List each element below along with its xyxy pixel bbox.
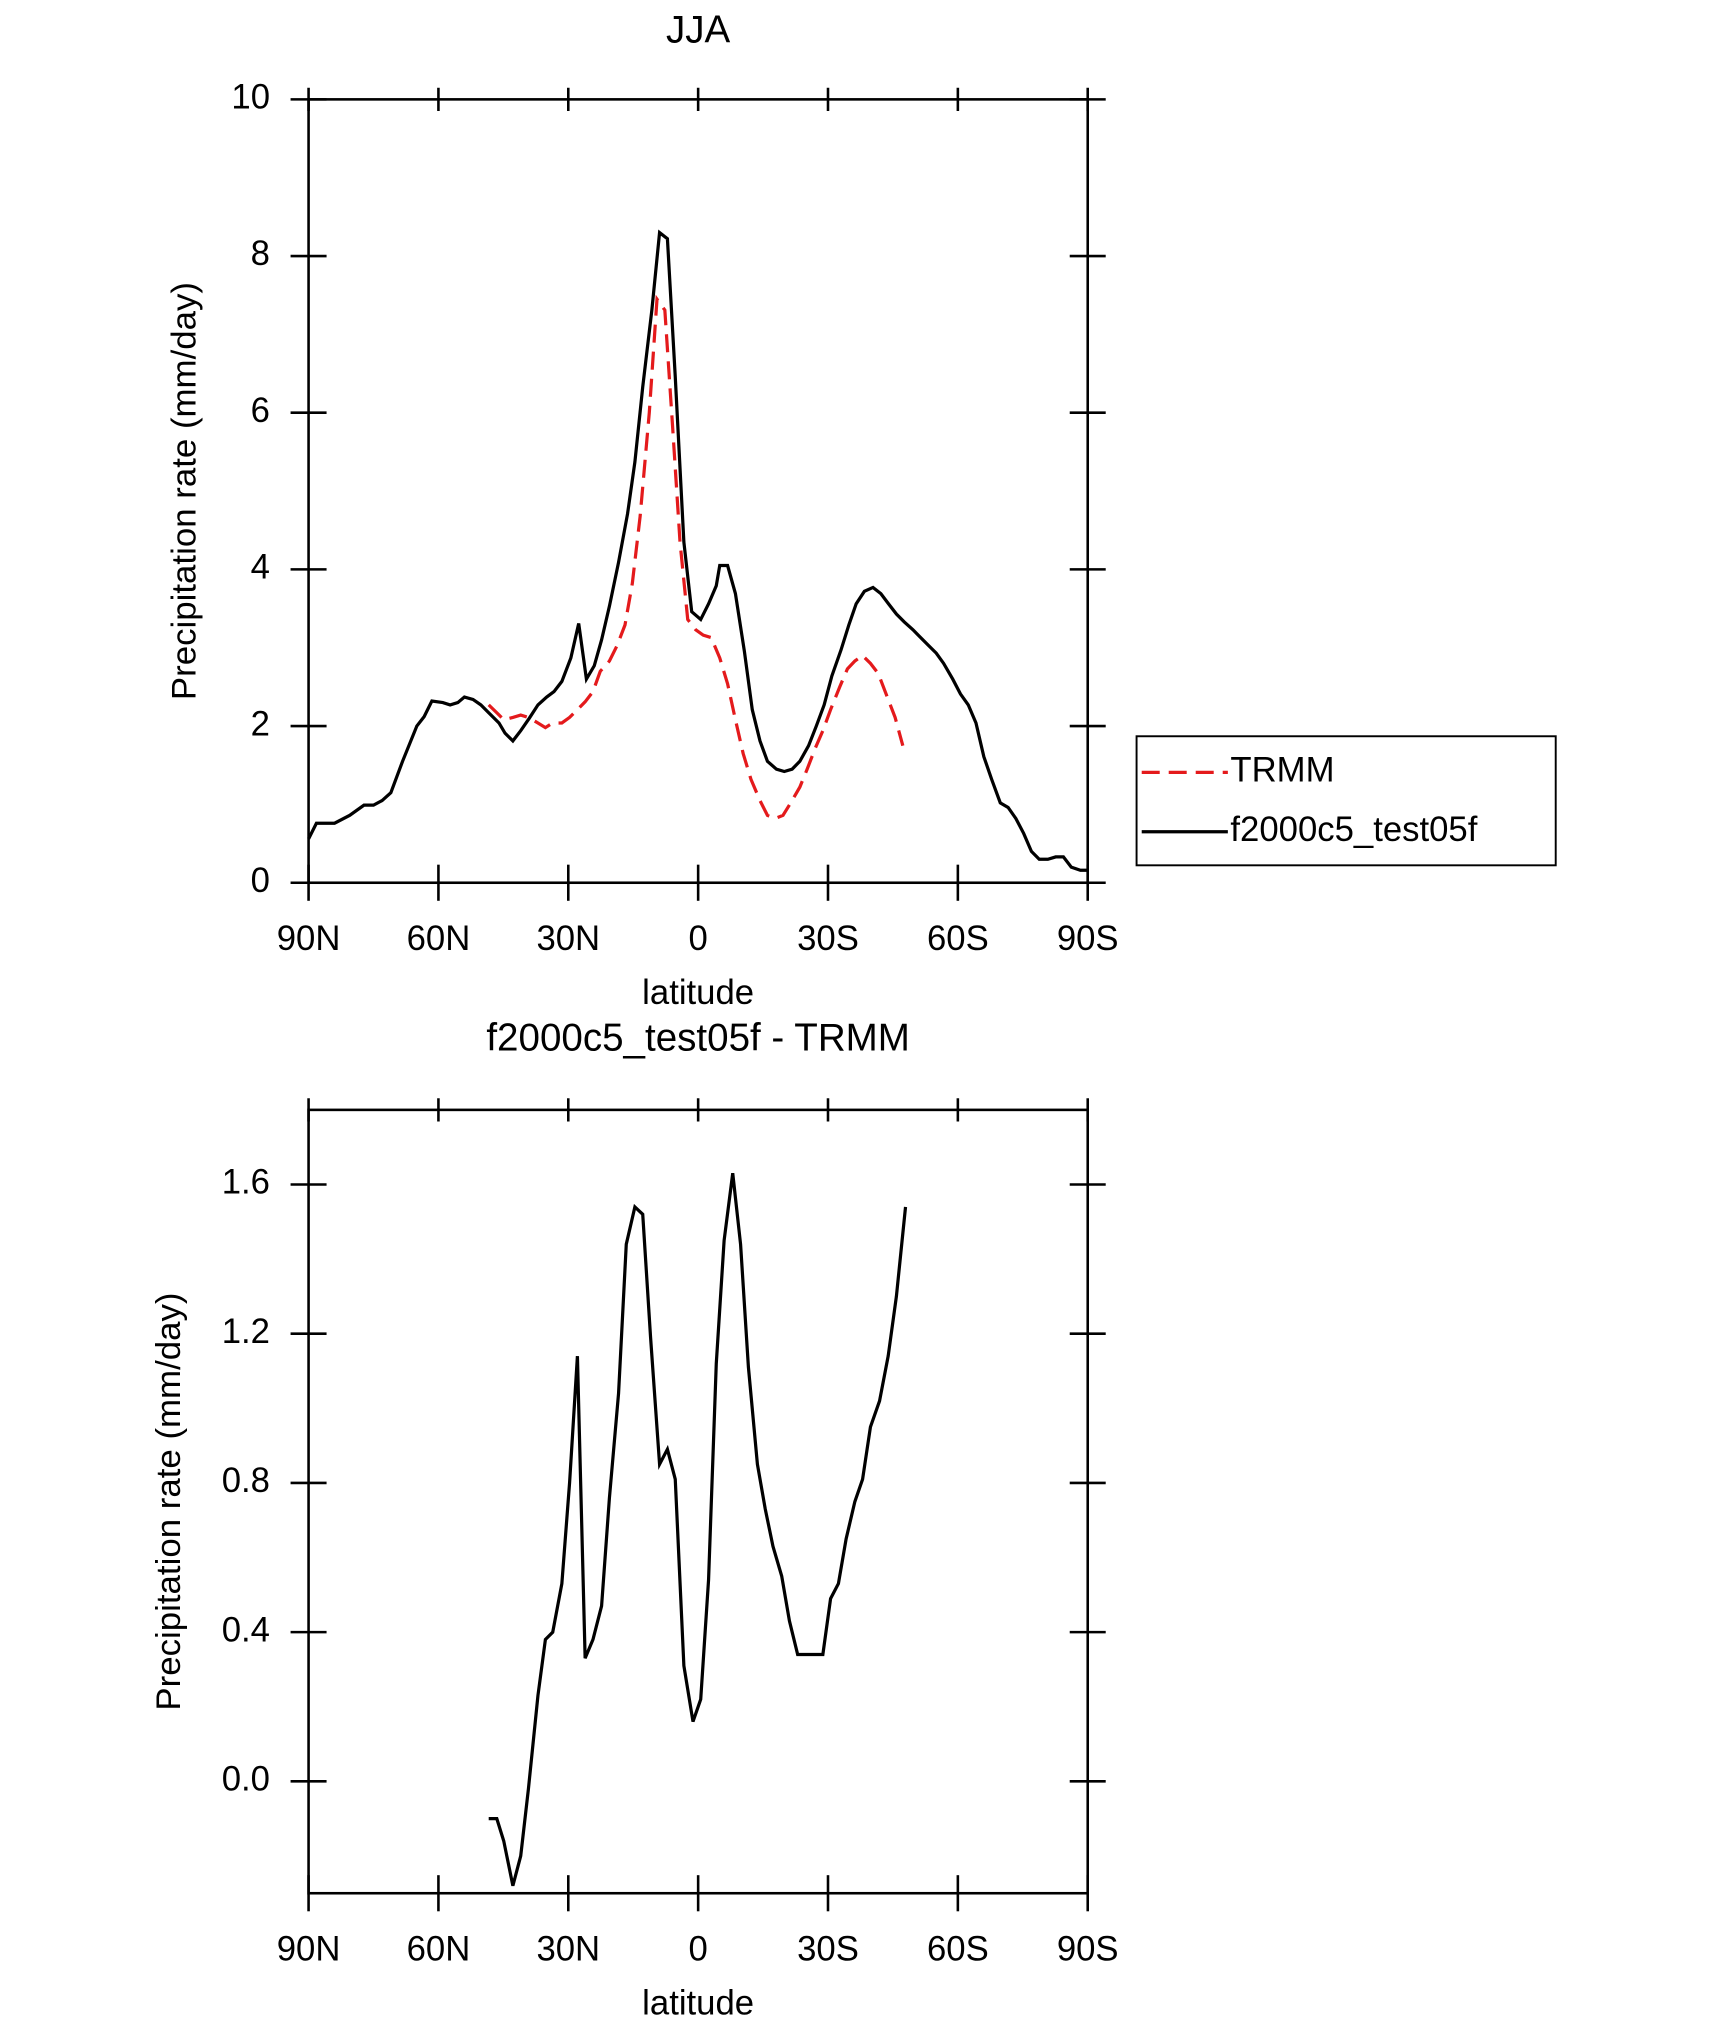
legend-box <box>1135 735 1557 867</box>
chart-title: JJA <box>666 8 731 51</box>
x-tick-label: 30S <box>797 920 859 958</box>
plot-frame <box>307 98 1089 885</box>
x-tick-label: 90S <box>1057 920 1119 958</box>
y-tick-label: 1.6 <box>222 1164 270 1202</box>
x-tick-label: 60S <box>927 920 989 958</box>
x-tick-label: 30N <box>536 1930 600 1968</box>
x-tick-label: 60N <box>407 1930 471 1968</box>
x-tick-label: 30S <box>797 1930 859 1968</box>
x-tick-label: 60N <box>407 920 471 958</box>
x-tick-label: 90N <box>277 1930 341 1968</box>
x-tick-label: 90N <box>277 920 341 958</box>
x-axis-label: latitude <box>642 1985 754 2021</box>
y-tick-label: 1.2 <box>222 1313 270 1351</box>
plot-frame <box>307 1108 1089 1895</box>
y-tick-label: 0.0 <box>222 1760 270 1798</box>
y-tick-label: 0 <box>251 862 270 900</box>
legend-label: f2000c5_test05f <box>1230 811 1477 849</box>
y-axis-label: Precipitation rate (mm/day) <box>150 1292 188 1710</box>
y-tick-label: 8 <box>251 235 270 273</box>
x-tick-label: 90S <box>1057 1930 1119 1968</box>
y-axis-label: Precipitation rate (mm/day) <box>166 282 204 700</box>
y-tick-label: 10 <box>231 79 270 117</box>
x-tick-label: 60S <box>927 1930 989 1968</box>
data-line <box>487 294 905 821</box>
y-tick-label: 4 <box>251 549 270 587</box>
data-line <box>307 229 1088 872</box>
data-line <box>488 1173 908 1887</box>
chart-title: f2000c5_test05f - TRMM <box>486 1016 910 1059</box>
y-tick-label: 0.4 <box>222 1611 270 1649</box>
x-tick-label: 30N <box>536 920 600 958</box>
legend-label: TRMM <box>1230 752 1334 790</box>
y-tick-label: 2 <box>251 705 270 743</box>
x-tick-label: 0 <box>688 1930 707 1968</box>
y-tick-label: 0.8 <box>222 1462 270 1500</box>
y-tick-label: 6 <box>251 392 270 430</box>
x-axis-label: latitude <box>642 974 754 1012</box>
x-tick-label: 0 <box>688 920 707 958</box>
